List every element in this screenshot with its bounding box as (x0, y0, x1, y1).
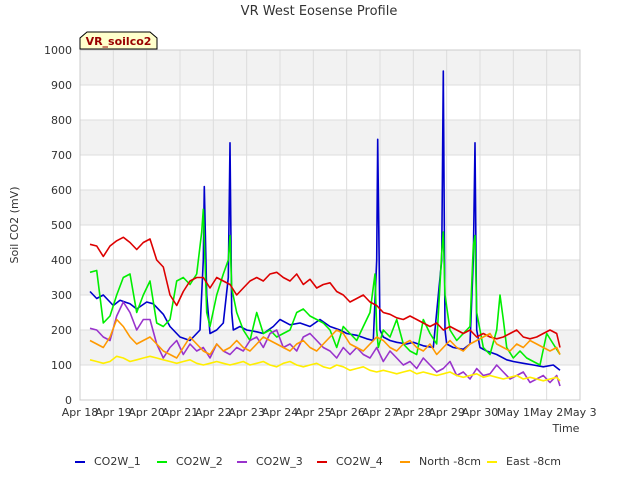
legend-label: North -8cm (419, 455, 481, 468)
series-line-east-8cm (89, 355, 561, 382)
series-line-co2w-4 (89, 236, 561, 348)
x-tick-label: Apr 19 (95, 406, 132, 419)
legend-label: East -8cm (506, 455, 561, 468)
x-tick-label: Apr 18 (62, 406, 99, 419)
annotation-label: VR_soilco2 (86, 35, 152, 48)
y-axis-label: Soil CO2 (mV) (8, 187, 21, 264)
y-tick-label: 300 (51, 289, 72, 302)
x-tick-label: May 2 (530, 406, 563, 419)
y-tick-label: 800 (51, 114, 72, 127)
y-tick-label: 100 (51, 359, 72, 372)
annotation-frame (79, 31, 158, 50)
legend-label: CO2W_4 (336, 455, 383, 468)
series-line-north-8cm (89, 318, 561, 359)
y-tick-label: 0 (65, 394, 72, 407)
y-tick-label: 500 (51, 219, 72, 232)
grid-band (80, 260, 580, 295)
legend-label: CO2W_3 (256, 455, 303, 468)
grid-bands (80, 50, 580, 365)
series-line-co2w-2 (89, 208, 561, 366)
legend-label: CO2W_2 (176, 455, 223, 468)
x-tick-label: May 3 (563, 406, 596, 419)
x-axis-label: Time (552, 422, 580, 435)
chart-title: VR West Eosense Profile (241, 4, 398, 19)
legend-label: CO2W_1 (94, 455, 141, 468)
y-tick-label: 900 (51, 79, 72, 92)
x-tick-label: Apr 24 (262, 406, 299, 419)
series-line-co2w-1 (89, 70, 561, 371)
annotation-box: VR_soilco2 (79, 31, 158, 50)
plot-border (79, 49, 581, 401)
grid-band (80, 120, 580, 155)
x-tick-label: Apr 26 (328, 406, 365, 419)
y-tick-label: 600 (51, 184, 72, 197)
y-tick-label: 400 (51, 254, 72, 267)
series-line-co2w-3 (89, 301, 561, 387)
y-tick-label: 1000 (44, 44, 72, 57)
x-tick-label: Apr 22 (195, 406, 232, 419)
x-tick-label: Apr 25 (295, 406, 332, 419)
x-tick-label: Apr 23 (228, 406, 265, 419)
series-lines (89, 70, 561, 387)
x-tick-label: Apr 27 (362, 406, 399, 419)
grid-band (80, 50, 580, 85)
x-tick-label: Apr 29 (428, 406, 465, 419)
y-tick-label: 700 (51, 149, 72, 162)
grid-band (80, 190, 580, 225)
x-tick-label: Apr 20 (128, 406, 165, 419)
x-tick-label: May 1 (497, 406, 530, 419)
x-tick-label: Apr 28 (395, 406, 432, 419)
legend: CO2W_1 CO2W_2 CO2W_3 CO2W_4 North -8cm East -… (75, 455, 561, 468)
x-tick-label: Apr 30 (462, 406, 499, 419)
y-tick-labels: 0 100 200 300 400 500 600 700 800 900 1000 (44, 44, 72, 407)
x-tick-label: Apr 21 (162, 406, 199, 419)
y-tick-label: 200 (51, 324, 72, 337)
